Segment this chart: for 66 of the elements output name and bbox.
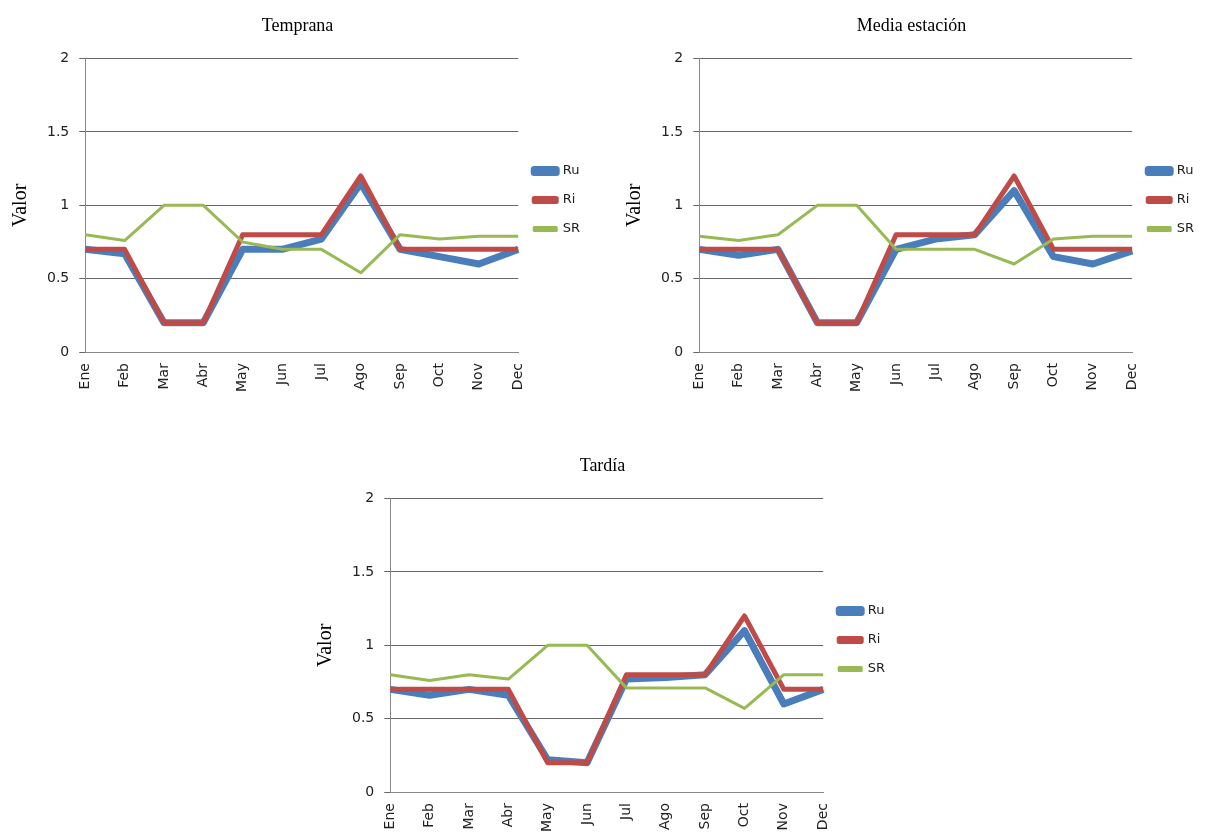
- y-tick-label: 1.5: [661, 122, 684, 139]
- y-axis-title: Valor: [313, 623, 336, 667]
- x-tick-label: Nov: [1083, 363, 1100, 391]
- x-tick-label: Oct: [735, 802, 752, 828]
- legend-label: Ri: [867, 631, 881, 647]
- legend-label: SR: [867, 660, 886, 676]
- x-tick-label: Ago: [351, 363, 368, 391]
- x-tick-label: Ene: [380, 803, 397, 830]
- x-tick-label: Jul: [926, 363, 943, 381]
- x-tick-label: Sep: [390, 362, 407, 390]
- x-tick-label: Nov: [774, 803, 791, 831]
- x-tick-label: Jun: [272, 363, 289, 386]
- y-tick-label: 1.5: [352, 562, 375, 579]
- legend-label: SR: [1176, 220, 1195, 236]
- y-tick-label: 1.5: [47, 122, 70, 139]
- chart-title: Tardía: [579, 454, 626, 475]
- y-tick-label: 0: [60, 342, 70, 359]
- x-tick-label: Dec: [813, 803, 830, 831]
- legend-label: Ru: [562, 162, 580, 178]
- x-tick-label: Dec: [508, 363, 525, 391]
- chart-title: Media estación: [856, 14, 967, 35]
- legend-label: Ri: [562, 191, 576, 207]
- y-tick-label: 1: [60, 195, 70, 212]
- chart-title: Temprana: [261, 14, 334, 35]
- x-tick-label: Dec: [1122, 363, 1139, 391]
- legend-label: Ri: [1176, 191, 1190, 207]
- x-tick-label: Oct: [430, 362, 447, 388]
- x-tick-label: Nov: [469, 363, 486, 391]
- y-tick-label: 0: [674, 342, 684, 359]
- y-tick-label: 0.5: [47, 269, 70, 286]
- x-tick-label: Ene: [689, 363, 706, 390]
- y-tick-label: 1: [674, 195, 684, 212]
- x-tick-label: Jul: [312, 363, 329, 381]
- x-tick-label: Sep: [695, 802, 712, 830]
- y-axis-title: Valor: [8, 183, 31, 227]
- legend-label: Ru: [1176, 162, 1194, 178]
- x-tick-label: Jul: [617, 803, 634, 821]
- x-tick-label: Sep: [1004, 362, 1021, 390]
- x-tick-label: Feb: [115, 362, 132, 388]
- x-tick-label: May: [538, 803, 555, 833]
- x-tick-label: Jun: [577, 803, 594, 826]
- x-tick-label: May: [847, 363, 864, 393]
- y-axis-title: Valor: [622, 183, 645, 227]
- y-tick-label: 2: [365, 489, 375, 506]
- legend-label: SR: [562, 220, 581, 236]
- y-tick-label: 2: [674, 49, 684, 66]
- x-tick-label: Ago: [965, 363, 982, 391]
- x-tick-label: Ago: [656, 803, 673, 831]
- y-tick-label: 2: [60, 49, 70, 66]
- x-tick-label: Feb: [729, 362, 746, 388]
- x-tick-label: Abr: [193, 362, 210, 388]
- y-tick-label: 0.5: [352, 709, 375, 726]
- x-tick-label: Mar: [768, 362, 785, 390]
- x-tick-label: May: [233, 363, 250, 393]
- x-tick-label: Ene: [75, 363, 92, 390]
- y-tick-label: 0.5: [661, 269, 684, 286]
- x-tick-label: Oct: [1044, 362, 1061, 388]
- x-tick-label: Abr: [807, 362, 824, 388]
- x-tick-label: Mar: [459, 802, 476, 830]
- x-tick-label: Mar: [154, 362, 171, 390]
- x-tick-label: Abr: [498, 802, 515, 828]
- y-tick-label: 1: [365, 635, 375, 652]
- legend-label: Ru: [867, 602, 885, 618]
- x-tick-label: Jun: [886, 363, 903, 386]
- y-tick-label: 0: [365, 782, 375, 799]
- x-tick-label: Feb: [420, 802, 437, 828]
